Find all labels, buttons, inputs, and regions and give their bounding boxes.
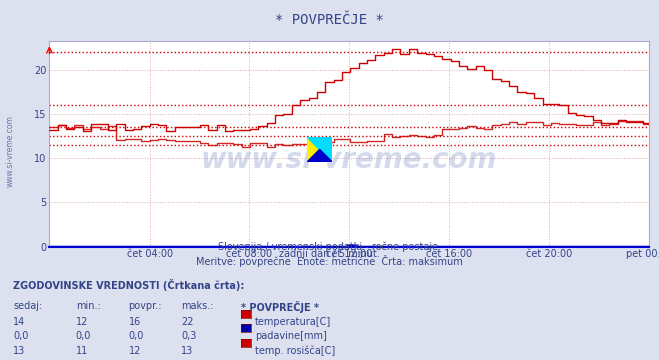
Text: Slovenija / vremenski podatki - ročne postaje.: Slovenija / vremenski podatki - ročne po…: [218, 242, 441, 252]
Text: 22: 22: [181, 317, 194, 327]
Text: min.:: min.:: [76, 301, 101, 311]
Text: sedaj:: sedaj:: [13, 301, 42, 311]
Text: 12: 12: [129, 346, 141, 356]
Text: 12: 12: [76, 317, 88, 327]
Text: maks.:: maks.:: [181, 301, 214, 311]
Text: 16: 16: [129, 317, 141, 327]
Text: temp. rosišča[C]: temp. rosišča[C]: [255, 346, 335, 356]
Polygon shape: [307, 149, 332, 162]
Text: padavine[mm]: padavine[mm]: [255, 331, 327, 341]
Text: * POVPREČJE *: * POVPREČJE *: [241, 301, 318, 313]
Text: 11: 11: [76, 346, 88, 356]
Text: 0,3: 0,3: [181, 331, 196, 341]
Text: povpr.:: povpr.:: [129, 301, 162, 311]
Text: 14: 14: [13, 317, 26, 327]
Polygon shape: [307, 137, 332, 162]
Text: ZGODOVINSKE VREDNOSTI (Črtkana črta):: ZGODOVINSKE VREDNOSTI (Črtkana črta):: [13, 279, 244, 291]
Text: 0,0: 0,0: [129, 331, 144, 341]
Text: * POVPREČJE *: * POVPREČJE *: [275, 13, 384, 27]
Text: zadnji dan / 5 minut.: zadnji dan / 5 minut.: [279, 249, 380, 260]
Polygon shape: [307, 137, 332, 162]
Text: www.si-vreme.com: www.si-vreme.com: [5, 115, 14, 187]
Text: 13: 13: [13, 346, 26, 356]
Text: temperatura[C]: temperatura[C]: [255, 317, 331, 327]
Text: www.si-vreme.com: www.si-vreme.com: [201, 147, 498, 174]
Text: Meritve: povprečne  Enote: metrične  Črta: maksimum: Meritve: povprečne Enote: metrične Črta:…: [196, 255, 463, 267]
Text: 0,0: 0,0: [76, 331, 91, 341]
Text: 0,0: 0,0: [13, 331, 28, 341]
Text: 13: 13: [181, 346, 194, 356]
